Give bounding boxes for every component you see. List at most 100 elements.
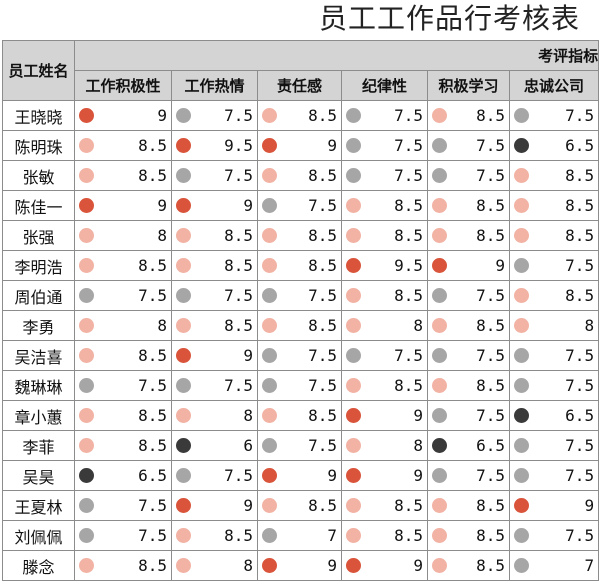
score-cell[interactable]: 7.5 (427, 130, 510, 161)
score-cell[interactable]: 8.5 (341, 220, 428, 251)
score-cell[interactable]: 8.5 (257, 310, 342, 341)
score-cell[interactable]: 8.5 (427, 100, 510, 131)
score-cell[interactable]: 8.5 (427, 370, 510, 401)
employee-name-cell[interactable]: 陈佳一 (2, 190, 75, 221)
score-cell[interactable]: 8.5 (171, 310, 258, 341)
score-cell[interactable]: 8.5 (257, 100, 342, 131)
score-cell[interactable]: 7.5 (257, 370, 342, 401)
score-cell[interactable]: 8.5 (427, 220, 510, 251)
score-cell[interactable]: 7.5 (257, 280, 342, 311)
employee-name-cell[interactable]: 张敏 (2, 160, 75, 191)
employee-name-cell[interactable]: 魏琳琳 (2, 370, 75, 401)
score-cell[interactable]: 9.5 (171, 130, 258, 161)
score-cell[interactable]: 9 (171, 490, 258, 521)
score-cell[interactable]: 7.5 (74, 520, 172, 551)
score-cell[interactable]: 7.5 (341, 160, 428, 191)
employee-name-cell[interactable]: 张强 (2, 220, 75, 251)
score-cell[interactable]: 8.5 (74, 160, 172, 191)
score-cell[interactable]: 9 (171, 190, 258, 221)
employee-name-cell[interactable]: 滕念 (2, 550, 75, 581)
employee-name-header[interactable]: 员工姓名 (2, 40, 75, 101)
score-cell[interactable]: 6.5 (508, 400, 600, 431)
employee-name-cell[interactable]: 周伯通 (2, 280, 75, 311)
score-cell[interactable]: 8 (341, 430, 428, 461)
score-cell[interactable]: 7.5 (341, 130, 428, 161)
score-cell[interactable]: 8 (74, 220, 172, 251)
score-cell[interactable]: 8.5 (171, 220, 258, 251)
score-cell[interactable]: 7.5 (257, 190, 342, 221)
score-cell[interactable]: 8.5 (257, 220, 342, 251)
score-cell[interactable]: 8.5 (74, 340, 172, 371)
score-cell[interactable]: 9 (74, 190, 172, 221)
score-cell[interactable]: 8.5 (341, 190, 428, 221)
score-cell[interactable]: 7.5 (427, 280, 510, 311)
score-cell[interactable]: 8.5 (74, 130, 172, 161)
score-cell[interactable]: 9 (257, 130, 342, 161)
metric-header-0[interactable]: 工作积极性 (74, 70, 172, 101)
score-cell[interactable]: 9 (427, 250, 510, 281)
score-cell[interactable]: 6 (171, 430, 258, 461)
score-cell[interactable]: 8 (341, 310, 428, 341)
score-cell[interactable]: 8.5 (427, 310, 510, 341)
score-cell[interactable]: 7.5 (257, 430, 342, 461)
score-cell[interactable]: 7.5 (427, 340, 510, 371)
score-cell[interactable]: 8.5 (508, 220, 600, 251)
score-cell[interactable]: 9 (74, 100, 172, 131)
score-cell[interactable]: 8.5 (74, 400, 172, 431)
employee-name-cell[interactable]: 李勇 (2, 310, 75, 341)
score-cell[interactable]: 8 (171, 550, 258, 581)
score-cell[interactable]: 8.5 (341, 370, 428, 401)
score-cell[interactable]: 7.5 (74, 490, 172, 521)
score-cell[interactable]: 8.5 (341, 280, 428, 311)
score-cell[interactable]: 7.5 (427, 400, 510, 431)
score-cell[interactable]: 7.5 (171, 460, 258, 491)
metrics-group-header[interactable]: 考评指标 (73, 40, 600, 71)
score-cell[interactable]: 7 (508, 550, 600, 581)
employee-name-cell[interactable]: 陈明珠 (2, 130, 75, 161)
score-cell[interactable]: 8.5 (427, 520, 510, 551)
metric-header-1[interactable]: 工作热情 (171, 70, 258, 101)
score-cell[interactable]: 7.5 (508, 520, 600, 551)
score-cell[interactable]: 8 (171, 400, 258, 431)
score-cell[interactable]: 7.5 (427, 460, 510, 491)
score-cell[interactable]: 7.5 (171, 370, 258, 401)
metric-header-5[interactable]: 忠诚公司 (508, 70, 600, 101)
metric-header-2[interactable]: 责任感 (257, 70, 342, 101)
score-cell[interactable]: 8.5 (171, 520, 258, 551)
score-cell[interactable]: 8.5 (257, 160, 342, 191)
score-cell[interactable]: 8.5 (508, 160, 600, 191)
score-cell[interactable]: 7.5 (171, 280, 258, 311)
score-cell[interactable]: 6.5 (508, 130, 600, 161)
score-cell[interactable]: 9 (257, 460, 342, 491)
score-cell[interactable]: 8.5 (427, 490, 510, 521)
employee-name-cell[interactable]: 王夏林 (2, 490, 75, 521)
score-cell[interactable]: 9 (171, 340, 258, 371)
employee-name-cell[interactable]: 吴洁喜 (2, 340, 75, 371)
employee-name-cell[interactable]: 王晓晓 (2, 100, 75, 131)
score-cell[interactable]: 7.5 (74, 370, 172, 401)
score-cell[interactable]: 7.5 (171, 160, 258, 191)
score-cell[interactable]: 7.5 (341, 340, 428, 371)
score-cell[interactable]: 8.5 (341, 490, 428, 521)
score-cell[interactable]: 9 (341, 400, 428, 431)
score-cell[interactable]: 8.5 (427, 190, 510, 221)
score-cell[interactable]: 8.5 (171, 250, 258, 281)
score-cell[interactable]: 7.5 (171, 100, 258, 131)
score-cell[interactable]: 9.5 (341, 250, 428, 281)
metric-header-4[interactable]: 积极学习 (427, 70, 510, 101)
score-cell[interactable]: 7.5 (508, 340, 600, 371)
score-cell[interactable]: 7.5 (257, 340, 342, 371)
score-cell[interactable]: 8.5 (341, 520, 428, 551)
score-cell[interactable]: 8 (508, 310, 600, 341)
score-cell[interactable]: 8.5 (74, 250, 172, 281)
score-cell[interactable]: 9 (508, 490, 600, 521)
score-cell[interactable]: 7.5 (341, 100, 428, 131)
score-cell[interactable]: 6.5 (74, 460, 172, 491)
score-cell[interactable]: 9 (341, 550, 428, 581)
score-cell[interactable]: 8 (74, 310, 172, 341)
score-cell[interactable]: 7.5 (508, 370, 600, 401)
score-cell[interactable]: 8.5 (74, 430, 172, 461)
score-cell[interactable]: 7.5 (74, 280, 172, 311)
score-cell[interactable]: 7 (257, 520, 342, 551)
score-cell[interactable]: 8.5 (257, 490, 342, 521)
